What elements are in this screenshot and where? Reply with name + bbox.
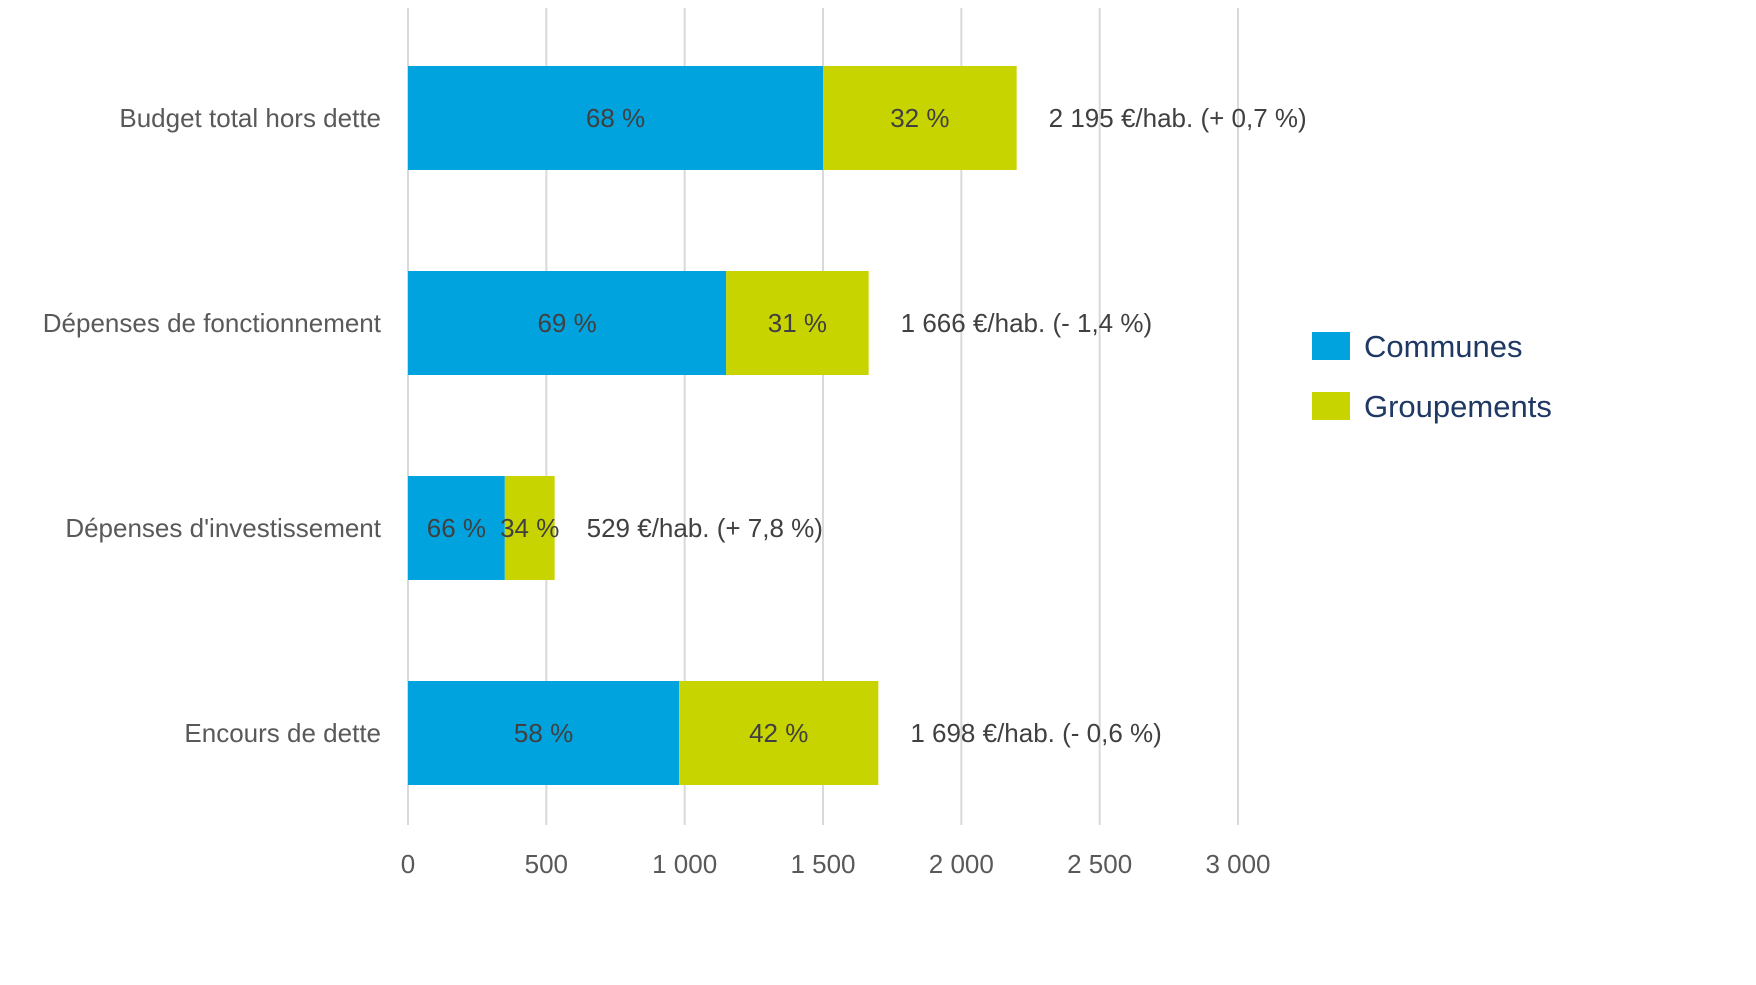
- legend-label: Groupements: [1364, 389, 1552, 424]
- bar-segment-label: 66 %: [427, 513, 486, 543]
- bar-segment-communes: [408, 681, 680, 785]
- bar-segment-communes: [408, 476, 505, 580]
- bar-segment-communes: [408, 66, 823, 170]
- bar-segment-label: 69 %: [537, 308, 596, 338]
- bar-segment-groupements: [679, 681, 879, 785]
- x-tick-label: 0: [401, 849, 415, 879]
- bar-segment-groupements: [504, 476, 555, 580]
- bar-segment-label: 68 %: [586, 103, 645, 133]
- total-label: 529 €/hab. (+ 7,8 %): [587, 513, 823, 543]
- x-tick-label: 1 000: [652, 849, 717, 879]
- total-label: 2 195 €/hab. (+ 0,7 %): [1049, 103, 1307, 133]
- category-label: Encours de dette: [184, 718, 381, 748]
- total-label: 1 698 €/hab. (- 0,6 %): [910, 718, 1161, 748]
- bar-segment-groupements: [823, 66, 1017, 170]
- bar-segment-label: 34 %: [500, 513, 559, 543]
- x-tick-label: 3 000: [1205, 849, 1270, 879]
- total-label: 1 666 €/hab. (- 1,4 %): [901, 308, 1152, 338]
- legend: Communes Groupements: [1312, 329, 1552, 424]
- category-label: Budget total hors dette: [119, 103, 381, 133]
- category-label: Dépenses d'investissement: [65, 513, 381, 543]
- x-tick-label: 500: [525, 849, 568, 879]
- labels: 0 500 1 000 1 500 2 000 2 500 3 000 Budget tota…: [43, 103, 1307, 879]
- bars: [408, 66, 1017, 785]
- x-tick-label: 2 000: [929, 849, 994, 879]
- bar-segment-label: 58 %: [514, 718, 573, 748]
- bar-segment-groupements: [726, 271, 869, 375]
- category-label: Dépenses de fonctionnement: [43, 308, 382, 338]
- bar-segment-label: 32 %: [890, 103, 949, 133]
- x-tick-label: 2 500: [1067, 849, 1132, 879]
- bar-segment-label: 31 %: [768, 308, 827, 338]
- bar-segment-label: 42 %: [749, 718, 808, 748]
- legend-swatch-groupements: [1312, 392, 1350, 420]
- bar-segment-communes: [408, 271, 727, 375]
- x-tick-label: 1 500: [790, 849, 855, 879]
- legend-label: Communes: [1364, 329, 1523, 364]
- legend-swatch-communes: [1312, 332, 1350, 360]
